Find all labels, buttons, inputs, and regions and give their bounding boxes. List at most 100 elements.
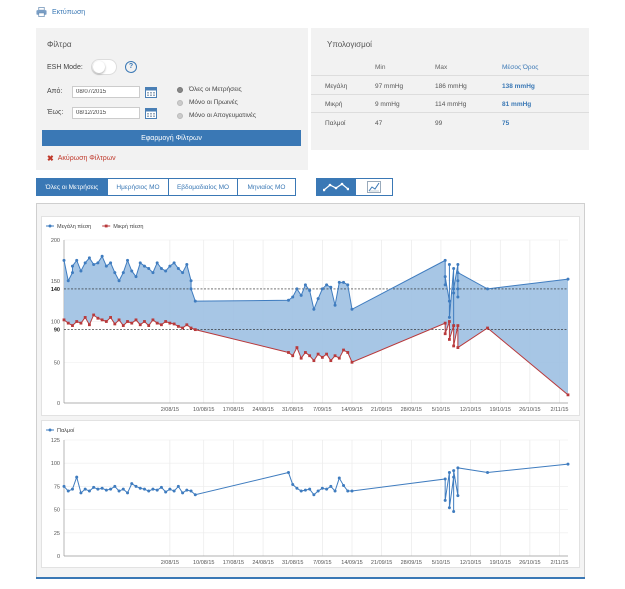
- calendar-icon[interactable]: [145, 107, 157, 119]
- radio-label: Όλες οι Μετρήσεις: [189, 86, 242, 93]
- data-point: [316, 352, 320, 356]
- line-chart-icon: [323, 182, 349, 192]
- data-point: [486, 287, 490, 291]
- data-point: [452, 324, 456, 327]
- y-tick-label: 50: [54, 508, 60, 514]
- data-point: [452, 469, 456, 473]
- area-chart-view-button[interactable]: [355, 178, 393, 196]
- data-point: [566, 277, 570, 281]
- calc-header-max: Max: [435, 64, 448, 71]
- data-point: [62, 258, 66, 262]
- esh-mode-toggle[interactable]: [91, 59, 117, 75]
- data-point: [172, 489, 176, 493]
- data-point: [299, 356, 303, 360]
- data-point: [151, 318, 155, 322]
- data-point: [75, 320, 79, 323]
- data-point: [75, 475, 79, 479]
- radio-morning-only[interactable]: Μόνο οι Πρωινές: [177, 99, 238, 106]
- data-point: [447, 262, 451, 266]
- data-point: [189, 279, 193, 283]
- data-point: [143, 320, 146, 323]
- legend-marker: [48, 224, 52, 228]
- data-point: [299, 489, 303, 493]
- data-point: [70, 271, 74, 275]
- tab-daily-avg[interactable]: Ημερήσιος ΜΟ: [107, 178, 169, 196]
- data-point: [176, 324, 180, 328]
- data-point: [134, 484, 138, 488]
- calc-avg-value: 138 mmHg: [502, 83, 535, 90]
- calc-row-label: Παλμοί: [325, 120, 346, 127]
- data-point: [443, 275, 447, 279]
- radio-afternoon-only[interactable]: Μόνο οι Απογευματινές: [177, 112, 256, 119]
- data-point: [121, 487, 125, 491]
- tab-monthly-avg[interactable]: Μηνιαίος ΜΟ: [237, 178, 296, 196]
- data-point: [329, 285, 333, 289]
- filters-title: Φίλτρα: [47, 40, 72, 49]
- data-point: [126, 258, 130, 262]
- data-point: [566, 462, 570, 466]
- data-point: [350, 360, 354, 364]
- tab-weekly-avg[interactable]: Εβδομαδιαίος ΜΟ: [168, 178, 238, 196]
- radio-label: Μόνο οι Πρωινές: [189, 99, 238, 106]
- calc-min-value: 9 mmHg: [375, 101, 400, 108]
- radio-dot: [177, 99, 183, 106]
- calendar-icon[interactable]: [145, 86, 157, 98]
- legend-marker: [104, 224, 108, 228]
- data-point: [333, 354, 337, 358]
- data-point: [308, 354, 312, 358]
- data-point: [452, 475, 456, 479]
- legend-marker: [48, 428, 52, 432]
- x-tick-label: 2/11/15: [551, 407, 569, 413]
- data-point: [287, 351, 290, 354]
- data-point: [147, 324, 151, 327]
- data-point: [189, 326, 193, 330]
- data-point: [87, 256, 91, 260]
- data-point: [193, 328, 197, 332]
- calc-avg-value: 75: [502, 120, 510, 127]
- y-tick-label: 200: [51, 238, 60, 244]
- calc-header-min: Min: [375, 64, 386, 71]
- help-icon[interactable]: ?: [125, 61, 137, 73]
- apply-filters-button[interactable]: Εφαρμογή Φίλτρων: [42, 130, 301, 146]
- data-point: [134, 275, 138, 279]
- x-tick-label: 21/09/15: [371, 560, 392, 566]
- radio-all-measurements[interactable]: Όλες οι Μετρήσεις: [177, 86, 242, 93]
- data-point: [291, 483, 295, 487]
- data-point: [325, 487, 329, 491]
- area-chart-icon: [367, 181, 381, 193]
- data-point: [75, 258, 79, 262]
- print-link[interactable]: Εκτύπωση: [36, 6, 85, 18]
- from-date-input[interactable]: [72, 86, 140, 98]
- calc-row-label: Μικρή: [325, 101, 343, 108]
- data-point: [185, 323, 189, 327]
- data-point: [104, 320, 108, 323]
- radio-dot: [177, 112, 183, 119]
- to-date-input[interactable]: [72, 107, 140, 119]
- tab-all-measurements[interactable]: Όλες οι Μετρήσεις: [36, 178, 108, 196]
- data-point: [92, 313, 96, 317]
- data-point: [117, 489, 121, 493]
- to-label: Έως:: [47, 109, 64, 116]
- line-chart-view-button[interactable]: [316, 178, 356, 196]
- x-tick-label: 26/10/15: [519, 407, 540, 413]
- data-point: [117, 318, 121, 322]
- x-tick-label: 2/08/15: [161, 407, 179, 413]
- data-point: [176, 267, 180, 271]
- series-line: [63, 314, 569, 396]
- cancel-filters-link[interactable]: ✖ Ακύρωση Φίλτρων: [47, 154, 116, 163]
- data-point: [100, 254, 104, 258]
- data-point: [117, 279, 121, 283]
- x-tick-label: 7/09/15: [313, 560, 331, 566]
- data-point: [172, 261, 176, 265]
- data-point: [329, 484, 333, 488]
- data-point: [325, 352, 328, 356]
- data-point: [443, 498, 447, 502]
- data-point: [448, 320, 451, 323]
- x-tick-label: 14/09/15: [341, 407, 362, 413]
- data-point: [308, 289, 312, 293]
- divider: [311, 75, 589, 76]
- from-label: Από:: [47, 88, 63, 95]
- divider: [311, 112, 589, 113]
- data-point: [185, 262, 189, 266]
- data-point: [151, 487, 155, 491]
